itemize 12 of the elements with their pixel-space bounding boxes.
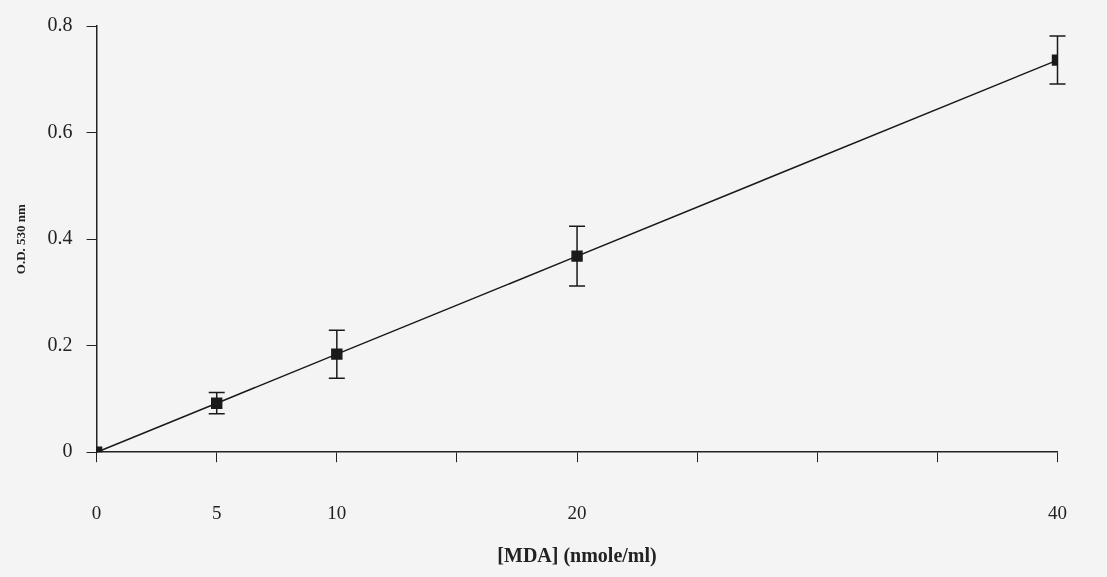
x-tick-label: 40 <box>1048 501 1067 523</box>
x-tick-label: 10 <box>327 501 347 523</box>
y-tick-label: 0.4 <box>47 226 73 249</box>
x-tick-label: 5 <box>211 501 222 523</box>
x-tick-label: 20 <box>567 501 587 523</box>
x-axis-title: [MDA] (nmole/ml) <box>497 544 657 568</box>
y-tick-label: 0.8 <box>47 13 73 36</box>
x-tick-label: 0 <box>91 501 102 523</box>
y-tick-label: 0.2 <box>47 332 73 355</box>
y-tick-label: 0 <box>62 439 73 462</box>
y-axis-title: O.D. 530 nm <box>13 203 29 275</box>
y-tick-label: 0.6 <box>47 119 73 142</box>
